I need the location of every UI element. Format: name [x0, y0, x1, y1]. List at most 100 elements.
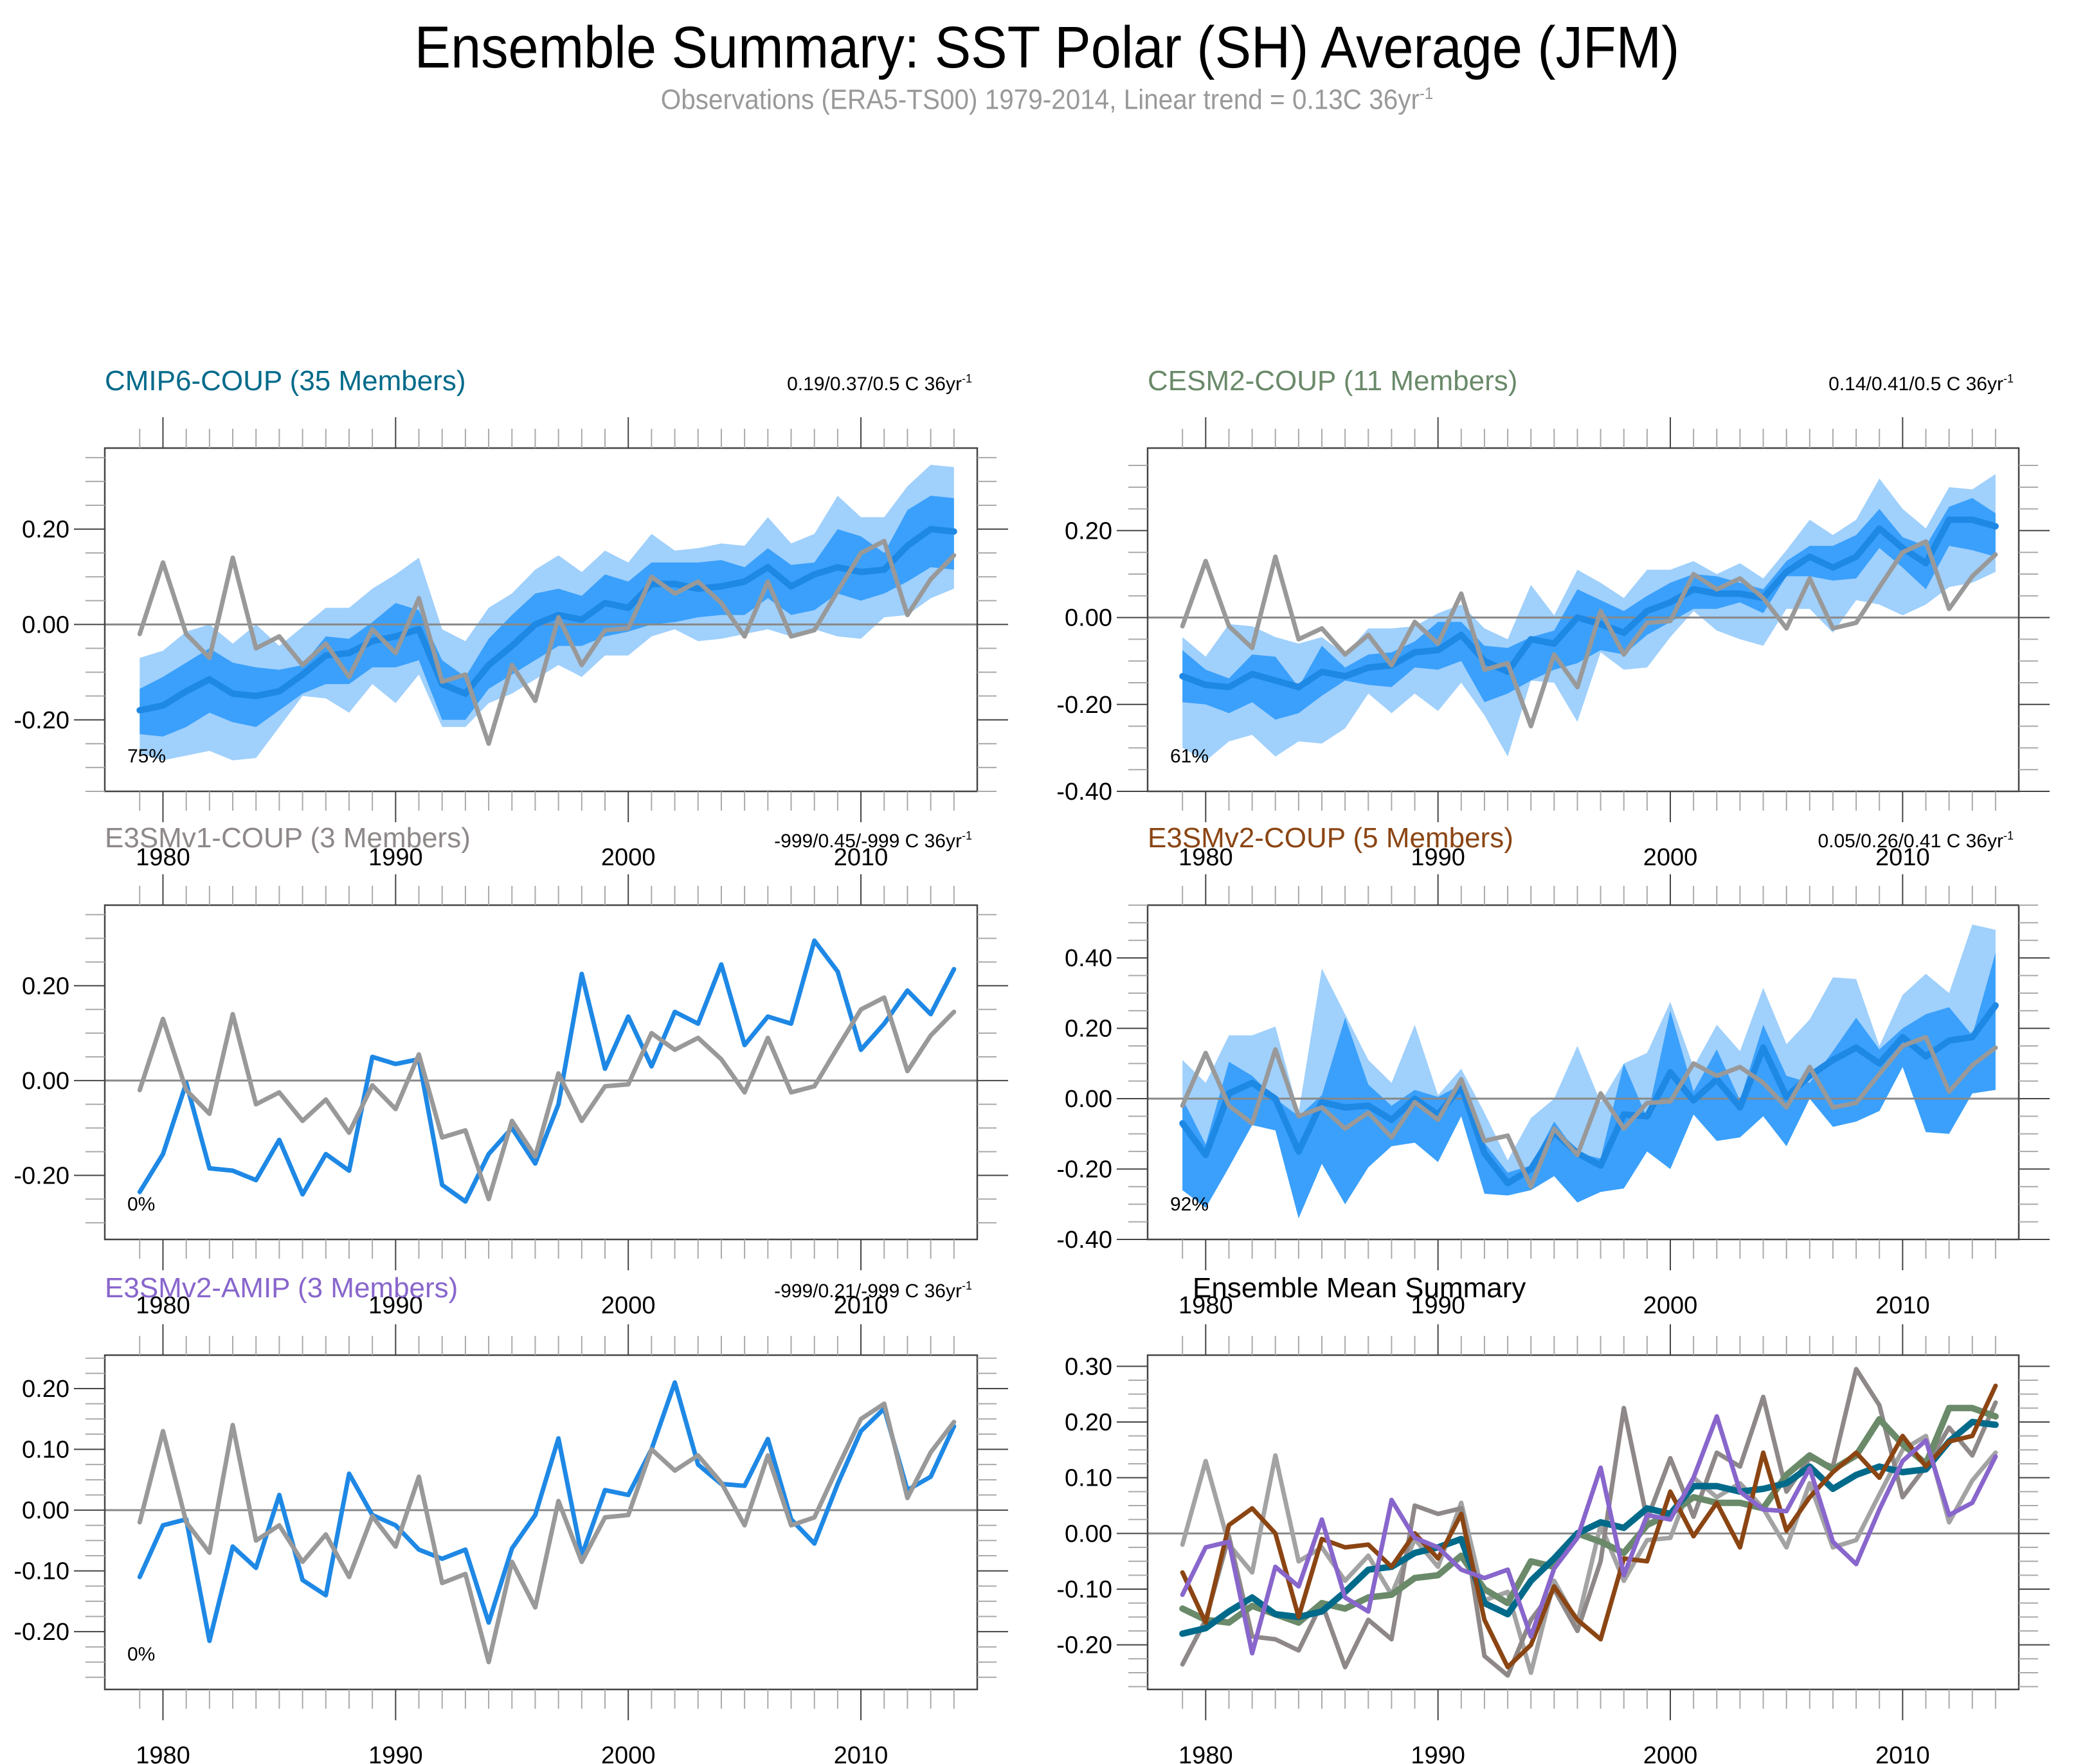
x-tick-label: 2000	[601, 1292, 656, 1319]
panel-title: E3SMv1-COUP (3 Members)	[105, 822, 471, 854]
trend-text: 0.14/0.41/0.5 C 36yr	[1828, 374, 2003, 395]
x-tick-label: 2010	[1875, 1742, 1930, 1764]
plot-frame	[1146, 904, 2020, 1241]
trend-superscript: -1	[2003, 829, 2014, 842]
plot-area	[105, 938, 977, 1204]
band-inner-range	[1182, 952, 1996, 1219]
plot-area	[105, 464, 977, 760]
trend-superscript: -1	[962, 829, 972, 842]
percent-label: 61%	[1170, 746, 1209, 767]
x-tick-label: 1990	[1411, 844, 1465, 871]
x-tick-label: 1980	[136, 1742, 190, 1764]
y-tick-label: 0.00	[22, 611, 69, 638]
figure-subtitle: Observations (ERA5-TS00) 1979-2014, Line…	[84, 84, 2010, 116]
trend-superscript: -1	[962, 372, 972, 385]
x-tick-label: 1990	[368, 1292, 423, 1319]
percent-label: 0%	[127, 1644, 155, 1665]
x-tick-label: 1980	[1178, 1742, 1233, 1764]
observations-line	[137, 1401, 957, 1664]
panel-e3smv2amip: E3SMv2-AMIP (3 Members) -999/0.21/-999 C …	[14, 1272, 1008, 1764]
y-tick-label: 0.20	[22, 516, 69, 543]
x-tick-label: 2000	[1643, 1292, 1698, 1319]
x-tick-label: 2010	[834, 844, 889, 871]
trend-text: -999/0.45/-999 C 36yr	[774, 831, 962, 852]
y-tick-label: 0.40	[1065, 945, 1112, 972]
panel-cmip6: CMIP6-COUP (35 Members) 0.19/0.37/0.5 C 3…	[14, 365, 1008, 871]
y-tick-label: -0.20	[14, 1619, 69, 1646]
ensemble-mean-line	[137, 1380, 957, 1643]
plot-frame	[104, 447, 979, 793]
x-tick-label: 2000	[601, 1742, 656, 1764]
panel-title: CMIP6-COUP (35 Members)	[105, 365, 466, 397]
y-tick-label: 0.20	[22, 973, 69, 1000]
y-tick-label: -0.20	[14, 1162, 69, 1189]
y-tick-label: 0.00	[22, 1497, 69, 1524]
series-line-cmip6-coup	[1179, 1419, 1999, 1637]
x-tick-label: 1990	[1411, 1292, 1465, 1319]
series-line-e3smv2-coup	[1180, 1383, 1998, 1670]
y-tick-label: 0.20	[22, 1376, 69, 1403]
observations-line	[1180, 1034, 1998, 1189]
percent-label: 92%	[1170, 1194, 1209, 1215]
y-tick-label: 0.20	[1065, 518, 1112, 544]
x-tick-label: 2010	[1875, 1292, 1930, 1319]
x-tick-label: 1990	[1411, 1742, 1465, 1764]
panel-title: Ensemble Mean Summary	[1193, 1272, 1526, 1304]
trend-text: 0.05/0.26/0.41 C 36yr	[1818, 831, 2003, 852]
observations-line	[1180, 539, 1998, 729]
trend-label: 0.19/0.37/0.5 C 36yr-1	[787, 372, 972, 395]
series-line-e3smv2-amip	[1180, 1414, 1998, 1656]
figure-title: Ensemble Summary: SST Polar (SH) Average…	[414, 15, 1680, 80]
y-tick-label: -0.40	[1056, 1227, 1112, 1254]
plot-area	[1148, 1367, 2019, 1678]
plot-frame	[104, 904, 979, 1241]
plot-frame	[1146, 1354, 2020, 1691]
panel-title: E3SMv2-COUP (5 Members)	[1148, 822, 1513, 854]
x-tick-label: 1980	[136, 1292, 190, 1319]
y-tick-label: 0.10	[1065, 1465, 1112, 1492]
y-tick-label: 0.20	[1065, 1409, 1112, 1436]
y-tick-label: -0.20	[14, 707, 69, 734]
panel-cesm2: CESM2-COUP (11 Members) 0.14/0.41/0.5 C 3…	[1056, 365, 2050, 871]
band-inner-range	[140, 496, 954, 737]
observations-line	[137, 539, 957, 746]
plot-area	[105, 1380, 977, 1664]
trend-superscript: -1	[962, 1279, 972, 1292]
panel-title: CESM2-COUP (11 Members)	[1148, 365, 1517, 397]
x-tick-label: 1980	[136, 844, 190, 871]
trend-label: -999/0.45/-999 C 36yr-1	[774, 829, 972, 852]
x-tick-label: 1980	[1178, 844, 1233, 871]
x-tick-label: 1990	[368, 1742, 423, 1764]
x-tick-label: 2010	[1875, 844, 1930, 871]
trend-text: -999/0.21/-999 C 36yr	[774, 1281, 962, 1302]
y-tick-label: -0.20	[1056, 1632, 1112, 1659]
y-tick-label: -0.20	[1056, 1156, 1112, 1184]
y-tick-label: 0.00	[1065, 1086, 1112, 1113]
x-tick-label: 2000	[601, 844, 656, 871]
y-tick-label: 0.00	[1065, 605, 1112, 632]
series-line-cesm2-coup	[1179, 1405, 1999, 1626]
x-tick-label: 1990	[368, 844, 423, 871]
trend-superscript: -1	[2003, 372, 2014, 385]
plot-area	[1148, 924, 2019, 1219]
trend-label: 0.05/0.26/0.41 C 36yr-1	[1818, 829, 2014, 852]
percent-label: 75%	[127, 746, 166, 767]
ensemble-mean-line	[137, 938, 957, 1204]
ensemble-mean-line	[136, 526, 957, 714]
x-tick-label: 2000	[1643, 1742, 1698, 1764]
x-tick-label: 2010	[834, 1292, 889, 1319]
x-tick-label: 1980	[1178, 1292, 1233, 1319]
plot-area	[1148, 474, 2019, 761]
y-tick-label: 0.30	[1065, 1353, 1112, 1380]
ensemble-mean-line	[1179, 516, 1999, 690]
trend-label: 0.14/0.41/0.5 C 36yr-1	[1828, 372, 2014, 395]
y-tick-label: 0.10	[22, 1437, 69, 1464]
figure-subtitle-superscript: -1	[1419, 84, 1434, 103]
y-tick-label: -0.20	[1056, 692, 1112, 719]
y-tick-label: -0.10	[14, 1558, 69, 1585]
panel-e3smv1: E3SMv1-COUP (3 Members) -999/0.45/-999 C …	[14, 822, 1008, 1319]
panel-title: E3SMv2-AMIP (3 Members)	[105, 1272, 458, 1304]
y-tick-label: -0.10	[1056, 1576, 1112, 1603]
